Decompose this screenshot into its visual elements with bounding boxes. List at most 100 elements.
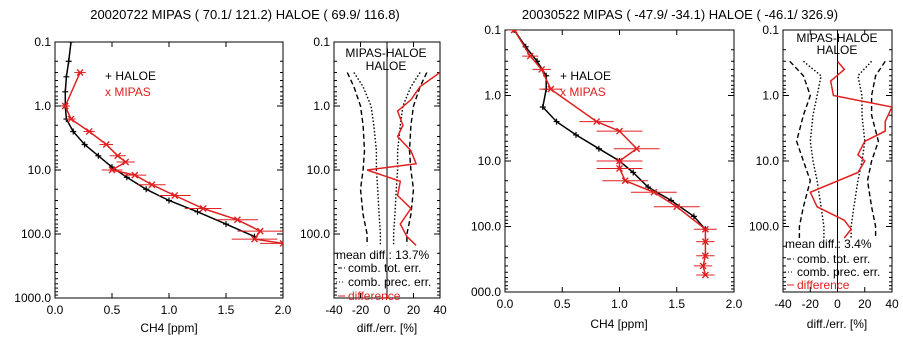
profile-2-legend-haloe: + HALOE	[560, 69, 611, 83]
difference-2-ytick-label: 1.0	[762, 89, 779, 103]
profile-2-ytick-label: 10.0	[478, 154, 502, 168]
mipas-point	[538, 65, 546, 73]
mipas-point	[114, 152, 122, 160]
profile-1-legend-mipas: x MIPAS	[105, 85, 151, 99]
haloe-point	[595, 145, 602, 152]
difference-2-xtick-label: 0	[834, 297, 841, 311]
difference-1-ytick-label: 100.0	[300, 227, 330, 241]
profile-1-xtick-label: 0.5	[104, 303, 121, 317]
figure-1-title: 20020722 MIPAS ( 70.1/ 121.2) HALOE ( 69…	[90, 7, 400, 22]
profile-2-ytick-label: 1.0	[484, 89, 501, 103]
mipas-point	[67, 115, 75, 123]
difference-2-xtick-label: 20	[858, 297, 872, 311]
mipas-point	[85, 127, 93, 135]
difference-1-panel-title-line2: HALOE	[366, 59, 407, 73]
mipas-point	[148, 181, 156, 189]
difference-2-series	[789, 30, 892, 292]
haloe-point	[539, 104, 546, 111]
difference-2-panel-title-line2: HALOE	[817, 43, 858, 57]
profile-1-y-ticks: 0.1 1.0 10.0 100.0 1000.0	[14, 35, 283, 305]
difference-2-xtick-label: 40	[885, 297, 899, 311]
profile-2-xtick-label: 0.0	[497, 297, 514, 311]
mipas-point	[61, 102, 69, 110]
figure-2: 20030522 MIPAS ( -47.9/ -34.1) HALOE ( -…	[471, 7, 899, 331]
haloe-point	[166, 197, 172, 204]
haloe-point	[223, 221, 229, 228]
profile-1-ytick-label: 1000.0	[14, 291, 51, 305]
figure-2-title: 20030522 MIPAS ( -47.9/ -34.1) HALOE ( -…	[522, 7, 838, 22]
difference-2-mean-diff: mean diff.: 3.4%	[785, 237, 872, 251]
difference-2-plot-area	[789, 30, 892, 292]
mipas-point	[621, 177, 629, 185]
haloe-point	[70, 128, 77, 135]
mipas-point	[279, 239, 283, 247]
prec-err-plus-line	[850, 60, 873, 238]
mipas-point	[256, 227, 264, 235]
mipas-point	[701, 252, 709, 260]
difference-1-x-ticks: -40 -20 0 20 40	[325, 42, 447, 317]
mipas-point	[701, 225, 709, 233]
difference-1-xtick-label: -40	[325, 303, 343, 317]
profile-2-x-ticks: 0.0 0.5 1.0 1.5 2.0	[497, 30, 743, 311]
tot-err-minus-line	[789, 60, 812, 238]
figure-1: 20020722 MIPAS ( 70.1/ 121.2) HALOE ( 69…	[14, 7, 447, 335]
profile-1-xtick-label: 1.5	[218, 303, 235, 317]
haloe-point	[690, 213, 697, 220]
profile-2-ytick-label: 000.0	[471, 285, 501, 299]
legend-difference: difference	[348, 289, 401, 303]
mipas-point	[76, 69, 84, 77]
legend-tot-err: comb. tot. err.	[348, 261, 421, 275]
difference-1-ytick-label: 0.1	[313, 35, 330, 49]
profile-1-frame	[54, 41, 284, 299]
haloe-point	[645, 184, 652, 191]
mipas-point	[510, 30, 518, 34]
mipas-point	[699, 262, 707, 270]
haloe-line	[64, 42, 255, 238]
haloe-point	[143, 186, 150, 193]
tot-err-plus-line	[406, 72, 428, 246]
mipas-point	[701, 271, 709, 279]
difference-1-ytick-label: 1.0	[313, 99, 330, 113]
profile-1-ytick-label: 1.0	[34, 99, 51, 113]
prec-err-minus-line	[353, 72, 382, 246]
difference-1-xlabel: diff./err. [%]	[357, 321, 417, 335]
difference-2-xtick-label: -20	[802, 297, 820, 311]
profile-2-y-ticks: 0.1 1.0 10.0 100.0 000.0	[471, 23, 734, 299]
difference-1-ytick-label: 10.0	[307, 163, 331, 177]
difference-2-y-ticks: 0.1 1.0 10.0 100.0	[749, 23, 892, 290]
difference-2-x-ticks: -40 -20 0 20 40	[774, 30, 899, 311]
difference-line	[809, 60, 892, 239]
profile-1-xtick-label: 0.0	[47, 303, 64, 317]
mipas-point	[251, 235, 258, 243]
mipas-point	[233, 216, 241, 224]
profile-2-ytick-label: 100.0	[471, 220, 501, 234]
difference-1-xtick-label: -20	[352, 303, 370, 317]
profile-2-xtick-label: 0.5	[554, 297, 571, 311]
mipas-point	[199, 205, 207, 213]
difference-1-plot-area	[346, 42, 440, 298]
prec-err-plus-line	[392, 72, 421, 246]
mipas-point	[526, 52, 534, 60]
haloe-point	[572, 131, 579, 138]
difference-2-ytick-label: 10.0	[756, 154, 780, 168]
haloe-point	[511, 30, 518, 33]
difference-1-y-ticks: 0.1 1.0 10.0 100.0	[300, 35, 440, 296]
mipas-point	[171, 191, 179, 199]
haloe-point	[65, 58, 72, 65]
tot-err-plus-line	[866, 60, 886, 238]
legend-tot-err: comb. tot. err.	[797, 252, 870, 266]
mipas-point	[547, 85, 555, 93]
mipas-point	[616, 164, 623, 172]
profile-1-xtick-label: 1.0	[161, 303, 178, 317]
profile-2-ytick-label: 0.1	[484, 23, 501, 37]
profile-1-series	[60, 42, 283, 247]
difference-2-xlabel: diff./err. [%]	[807, 317, 867, 331]
difference-2-ytick-label: 100.0	[749, 220, 779, 234]
difference-1-legend: comb. tot. err. comb. prec. err. differe…	[336, 261, 431, 303]
legend-difference: difference	[797, 278, 850, 292]
mipas-point	[633, 145, 641, 153]
haloe-point	[62, 88, 69, 95]
profile-1-xtick-label: 2.0	[275, 303, 292, 317]
